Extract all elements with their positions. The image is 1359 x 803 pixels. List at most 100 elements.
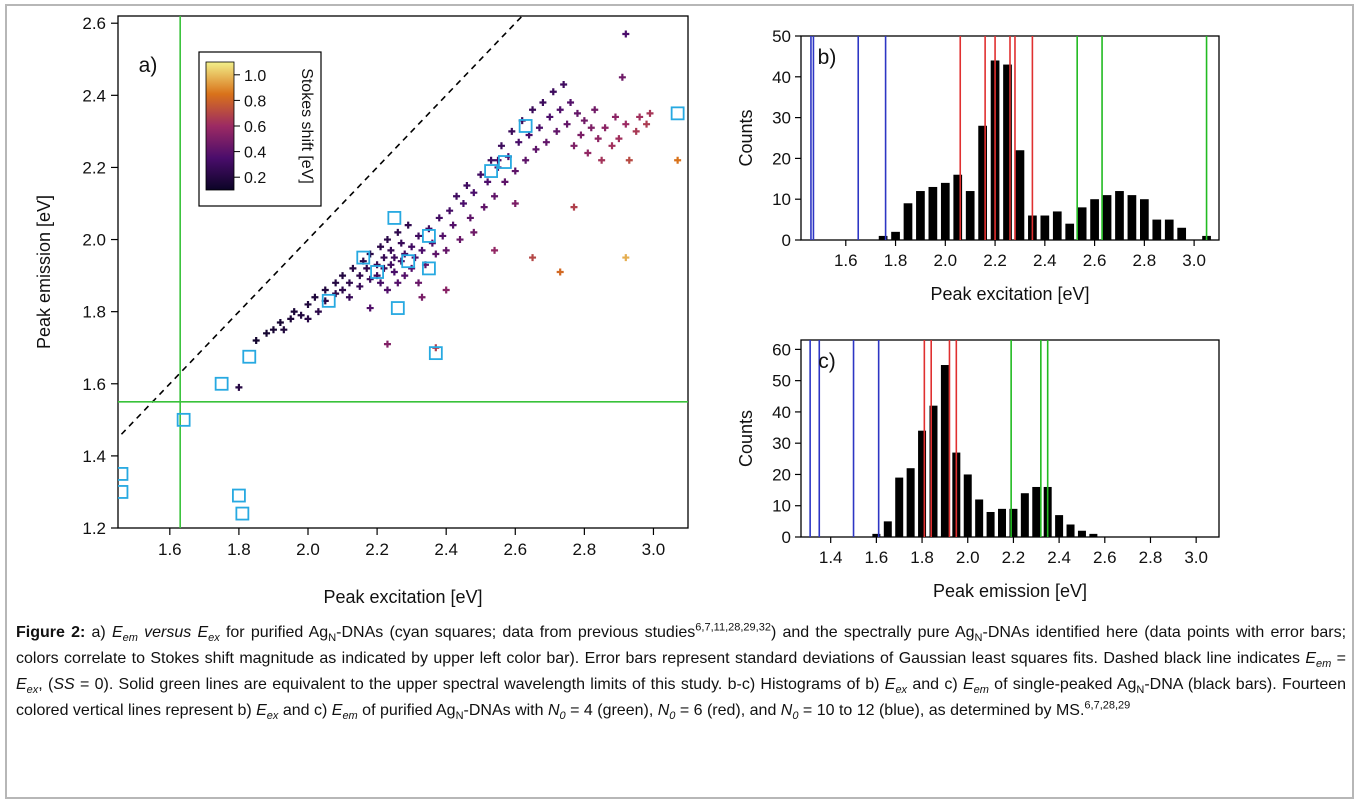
scatter-point-41 [394, 279, 402, 287]
caption-segment: N [657, 702, 670, 719]
scatter-point-78 [511, 167, 519, 175]
scatter-point-31 [377, 279, 385, 287]
scatter-point-90 [553, 127, 561, 135]
identity-dashed-line [120, 16, 523, 435]
scatter-point-3 [269, 326, 277, 334]
scatter-point-25 [363, 264, 371, 272]
panel-b-y-axis-label: Counts [736, 109, 756, 166]
caption-segment: SS [53, 676, 75, 693]
caption-segment: E [1305, 650, 1316, 667]
panel-b-xtick-label: 2.6 [1083, 251, 1107, 270]
panel-c-xtick-label: 2.0 [956, 548, 980, 567]
scatter-point-28 [373, 261, 381, 269]
colorbar-tick-label: 0.6 [244, 119, 266, 136]
caption-segment: ) and the spectrally pure Ag [770, 624, 975, 641]
panel-b-xtick-label: 2.4 [1033, 251, 1057, 270]
scatter-point-39 [390, 268, 398, 276]
panel-b-ytick-label: 10 [772, 190, 791, 209]
scatter-point-58 [439, 232, 447, 240]
scatter-point-69 [480, 203, 488, 211]
scatter-point-122 [383, 340, 391, 348]
panel-c-y-axis-label: Counts [736, 410, 756, 467]
caption-segment: -DNAs (cyan squares; data from previous … [336, 624, 696, 641]
panel-c-ytick-label: 0 [782, 528, 791, 547]
scatter-point-102 [594, 135, 602, 143]
panel-a-ytick-label: 2.2 [82, 158, 106, 177]
scatter-point-1 [252, 337, 260, 345]
scatter-point-44 [401, 250, 409, 258]
colorbar-label: Stokes shift [eV] [298, 68, 315, 184]
scatter-point-43 [397, 257, 405, 265]
scatter-point-114 [674, 156, 682, 164]
histogram-bar-22 [1152, 219, 1162, 240]
histogram-bar-23 [1164, 219, 1174, 240]
panel-a-ytick-label: 1.4 [82, 447, 106, 466]
caption-segment: versus [137, 624, 198, 641]
cyan-square-10 [387, 211, 402, 225]
cyan-square-7 [321, 293, 336, 308]
histogram-bar-14 [1032, 486, 1041, 537]
scatter-point-65 [463, 181, 471, 189]
panel-a-xtick-label: 2.8 [573, 540, 597, 559]
scatter-point-11 [311, 293, 319, 301]
caption-segment: em [1316, 658, 1332, 671]
caption-segment: 6,7,28,29 [1084, 699, 1131, 712]
panel-a-ytick-label: 1.8 [82, 303, 106, 322]
caption-segment: ex [266, 710, 279, 723]
panel-b-label: b) [818, 46, 837, 69]
caption-segment: 0 [559, 710, 566, 723]
scatter-point-83 [529, 106, 537, 114]
histogram-bar-19 [1115, 191, 1124, 240]
figure-frame [5, 4, 1354, 799]
scatter-point-8 [297, 311, 305, 319]
histogram-bar-8 [963, 474, 972, 537]
caption-segment: N [547, 702, 560, 719]
scatter-point-37 [387, 261, 395, 269]
scatter-point-4 [276, 318, 284, 326]
scatter-point-56 [432, 250, 440, 258]
scatter-point-100 [587, 124, 595, 132]
scatter-point-22 [356, 272, 364, 280]
scatter-point-12 [314, 308, 322, 316]
panel-a-scatter: 1.6 1.8 2.0 2.2 2.4 2.6 2.8 3.0 1.2 1.4 1.6 1.8 2.0 2… [34, 14, 689, 607]
histogram-bar-13 [1020, 493, 1029, 537]
caption-segment: -DNA (black bars). Fourteen colored vert… [16, 676, 1347, 719]
panel-a-ytick-label: 2.0 [82, 231, 106, 250]
scatter-point-35 [383, 286, 391, 294]
scatter-point-6 [287, 315, 295, 323]
scatter-point-64 [459, 199, 467, 207]
histogram-bar-3 [906, 468, 915, 537]
scatter-point-32 [380, 254, 388, 262]
scatter-point-63 [456, 236, 464, 244]
panel-c-axes-box [800, 339, 1220, 538]
scatter-point-116 [556, 268, 564, 276]
scatter-point-115 [622, 254, 630, 262]
cyan-square-9 [370, 265, 384, 279]
colorbar-tick-label: 0.8 [244, 93, 266, 110]
histogram-bar-9 [975, 499, 984, 537]
scatter-point-15 [332, 290, 340, 298]
caption-segment: ex [895, 684, 908, 697]
scatter-point-81 [522, 156, 530, 164]
scatter-point-60 [446, 207, 454, 215]
scatter-point-91 [556, 106, 564, 114]
colorbar-tick-label: 1.0 [244, 68, 266, 85]
panel-b-ytick-label: 20 [772, 149, 791, 168]
scatter-point-103 [598, 156, 606, 164]
panel-c-xtick-label: 1.8 [910, 548, 934, 567]
caption-segment: E [256, 702, 267, 719]
cyan-square-6 [235, 506, 250, 521]
panel-b-xtick-label: 1.6 [834, 251, 858, 270]
scatter-point-62 [453, 192, 461, 200]
cyan-square-1 [118, 485, 129, 499]
panel-a-xtick-label: 2.6 [503, 540, 527, 559]
scatter-point-66 [466, 214, 474, 222]
scatter-point-121 [491, 246, 499, 254]
scatter-point-26 [366, 275, 374, 283]
histogram-bar-17 [1090, 199, 1099, 240]
scatter-point-99 [584, 149, 592, 157]
scatter-point-84 [532, 145, 540, 153]
scatter-point-18 [339, 272, 347, 280]
caption-segment: E [16, 676, 27, 693]
scatter-point-109 [625, 156, 633, 164]
